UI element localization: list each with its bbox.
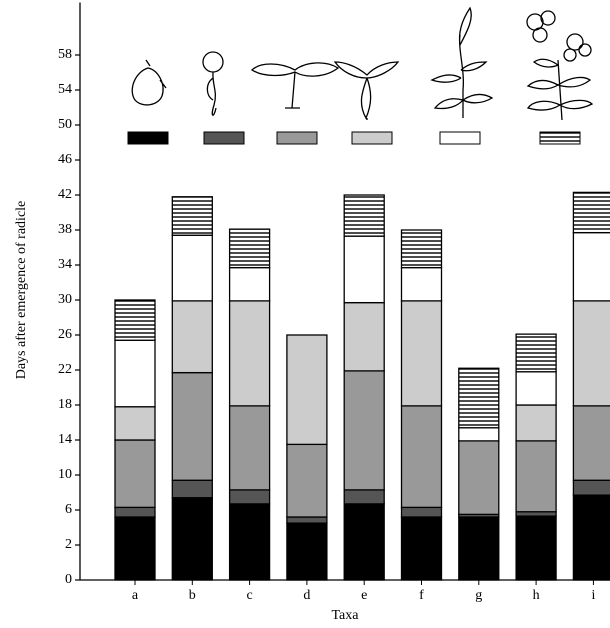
bar-segment: [515, 440, 557, 513]
bar-segment: [228, 266, 271, 302]
x-tick-label: f: [419, 588, 424, 603]
bar-segment: [228, 228, 271, 269]
stage-icons: [131, 6, 594, 121]
bar-segment: [114, 339, 156, 408]
bar-segment: [114, 439, 156, 509]
y-tick-label: 10: [58, 467, 72, 482]
bar-segment: [171, 234, 213, 302]
y-tick-label: 0: [65, 572, 72, 587]
bar-segment: [171, 479, 213, 499]
bar-segment: [515, 371, 557, 406]
y-tick-label: 6: [65, 502, 72, 517]
bar-segment: [572, 494, 610, 581]
bar-segment: [400, 229, 443, 269]
y-tick-label: 54: [58, 82, 72, 97]
x-tick-label: a: [132, 588, 139, 603]
bar-segment: [286, 334, 328, 446]
x-tick-label: e: [361, 588, 367, 603]
bar-segment: [171, 371, 213, 481]
x-tick-label: i: [591, 588, 595, 603]
bar-segment: [572, 231, 610, 302]
bar-segment: [458, 367, 500, 429]
stage-swatches: [127, 131, 581, 145]
bar-segment: [343, 235, 385, 304]
bar-segment: [515, 404, 557, 442]
bar-segment: [343, 194, 385, 237]
x-tick-label: h: [533, 588, 540, 603]
bar-segment: [114, 299, 156, 341]
bar-segment: [114, 506, 156, 518]
bar-segment: [458, 427, 500, 442]
bar-segment: [343, 301, 385, 372]
bar-segment: [343, 503, 385, 581]
y-tick-label: 42: [58, 187, 72, 202]
x-tick-label: g: [475, 588, 482, 603]
x-tick-label: d: [303, 588, 310, 603]
bar-segment: [343, 489, 385, 505]
bar-segment: [572, 479, 610, 496]
y-tick-label: 50: [58, 117, 72, 132]
bar-segment: [171, 300, 213, 374]
y-tick-label: 2: [65, 537, 72, 552]
bar-segment: [400, 506, 443, 518]
bar-segment: [114, 406, 156, 441]
y-tick-label: 58: [58, 47, 72, 62]
bar-segment: [458, 440, 500, 516]
bar-segment: [228, 405, 271, 491]
bar-segment: [572, 405, 610, 481]
bar-segment: [286, 443, 328, 518]
bar-segment: [228, 489, 271, 505]
y-tick-label: 22: [58, 362, 72, 377]
bar-segment: [228, 503, 271, 581]
y-axis-label: Days after emergence of radicle: [14, 201, 29, 380]
x-tick-label: c: [246, 588, 252, 603]
bar-segment: [572, 191, 610, 234]
bar-segment: [343, 370, 385, 491]
x-tick-label: b: [189, 588, 196, 603]
bar-segment: [400, 516, 443, 581]
bar-segment: [400, 300, 443, 407]
y-tick-label: 18: [58, 397, 72, 412]
x-axis-label: Taxa: [331, 608, 359, 623]
y-tick-label: 34: [58, 257, 72, 272]
y-tick-label: 30: [58, 292, 72, 307]
bar-segment: [572, 300, 610, 407]
bar-segment: [286, 522, 328, 581]
bar-segment: [171, 196, 213, 236]
y-tick-label: 38: [58, 222, 72, 237]
y-tick-label: 14: [58, 432, 72, 447]
bar-segment: [515, 511, 557, 517]
bar-segment: [114, 516, 156, 581]
y-tick-label: 26: [58, 327, 72, 342]
bar-segment: [400, 266, 443, 302]
y-tick-label: 46: [58, 152, 72, 167]
bar-segment: [515, 515, 557, 581]
bar-segment: [286, 516, 328, 524]
bar-segment: [400, 405, 443, 509]
bar-segment: [171, 497, 213, 581]
bar-segment: [228, 300, 271, 407]
bar-segment: [515, 333, 557, 373]
bar-segment: [458, 516, 500, 581]
